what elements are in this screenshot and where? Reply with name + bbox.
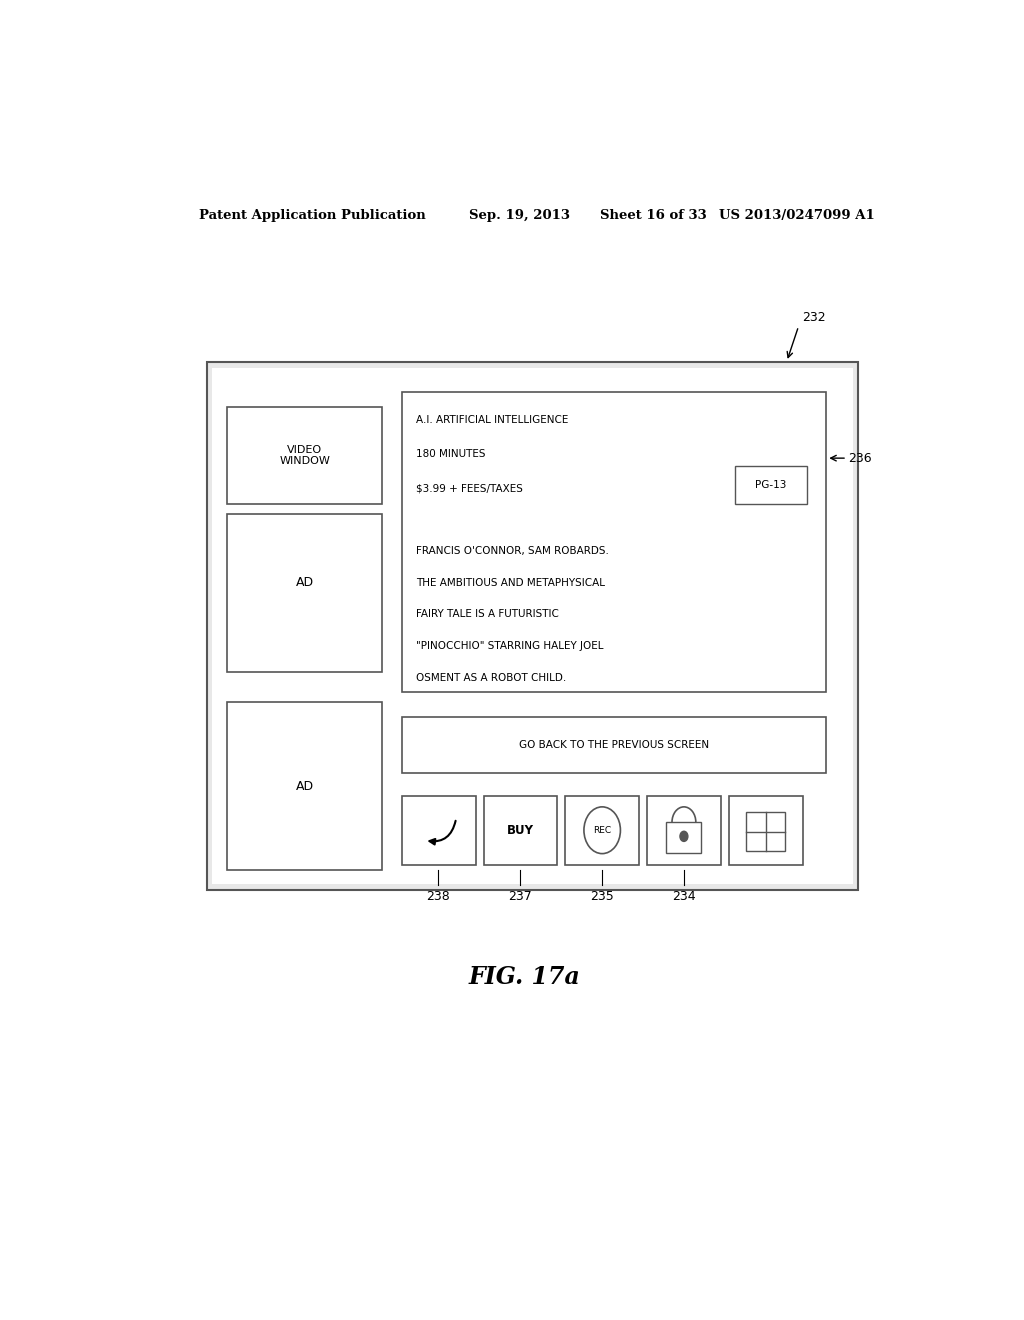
Text: 235: 235 [590, 890, 613, 903]
FancyBboxPatch shape [667, 822, 701, 853]
FancyBboxPatch shape [401, 718, 826, 774]
Text: FAIRY TALE IS A FUTURISTIC: FAIRY TALE IS A FUTURISTIC [416, 610, 559, 619]
FancyBboxPatch shape [212, 368, 853, 884]
Text: 234: 234 [672, 890, 695, 903]
Text: 232: 232 [803, 312, 826, 325]
FancyBboxPatch shape [227, 702, 382, 870]
FancyBboxPatch shape [401, 796, 475, 865]
FancyBboxPatch shape [735, 466, 807, 504]
Text: PG-13: PG-13 [755, 480, 786, 490]
FancyBboxPatch shape [227, 408, 382, 504]
Text: OSMENT AS A ROBOT CHILD.: OSMENT AS A ROBOT CHILD. [416, 673, 566, 682]
FancyArrowPatch shape [429, 821, 456, 845]
Text: BUY: BUY [507, 824, 534, 837]
Text: 237: 237 [508, 890, 531, 903]
Text: THE AMBITIOUS AND METAPHYSICAL: THE AMBITIOUS AND METAPHYSICAL [416, 578, 605, 587]
Text: $3.99 + FEES/TAXES: $3.99 + FEES/TAXES [416, 483, 523, 494]
Text: REC: REC [593, 826, 611, 834]
Text: GO BACK TO THE PREVIOUS SCREEN: GO BACK TO THE PREVIOUS SCREEN [519, 741, 710, 750]
FancyBboxPatch shape [565, 796, 639, 865]
Text: US 2013/0247099 A1: US 2013/0247099 A1 [719, 209, 874, 222]
Circle shape [680, 832, 688, 841]
FancyBboxPatch shape [207, 362, 858, 890]
Text: "PINOCCHIO" STARRING HALEY JOEL: "PINOCCHIO" STARRING HALEY JOEL [416, 642, 603, 651]
Text: FRANCIS O'CONNOR, SAM ROBARDS.: FRANCIS O'CONNOR, SAM ROBARDS. [416, 546, 609, 556]
Text: 238: 238 [426, 890, 451, 903]
Text: Sep. 19, 2013: Sep. 19, 2013 [469, 209, 570, 222]
FancyBboxPatch shape [729, 796, 803, 865]
FancyBboxPatch shape [745, 812, 785, 850]
Text: AD: AD [296, 577, 313, 589]
Text: AD: AD [296, 780, 313, 792]
Text: Patent Application Publication: Patent Application Publication [200, 209, 426, 222]
FancyBboxPatch shape [227, 515, 382, 672]
Text: FIG. 17a: FIG. 17a [469, 965, 581, 989]
Text: Sheet 16 of 33: Sheet 16 of 33 [600, 209, 707, 222]
Text: VIDEO
WINDOW: VIDEO WINDOW [280, 445, 330, 466]
Text: 180 MINUTES: 180 MINUTES [416, 449, 485, 459]
Text: 236: 236 [849, 451, 872, 465]
Text: A.I. ARTIFICIAL INTELLIGENCE: A.I. ARTIFICIAL INTELLIGENCE [416, 414, 568, 425]
FancyBboxPatch shape [647, 796, 721, 865]
FancyBboxPatch shape [401, 392, 826, 692]
FancyBboxPatch shape [483, 796, 557, 865]
